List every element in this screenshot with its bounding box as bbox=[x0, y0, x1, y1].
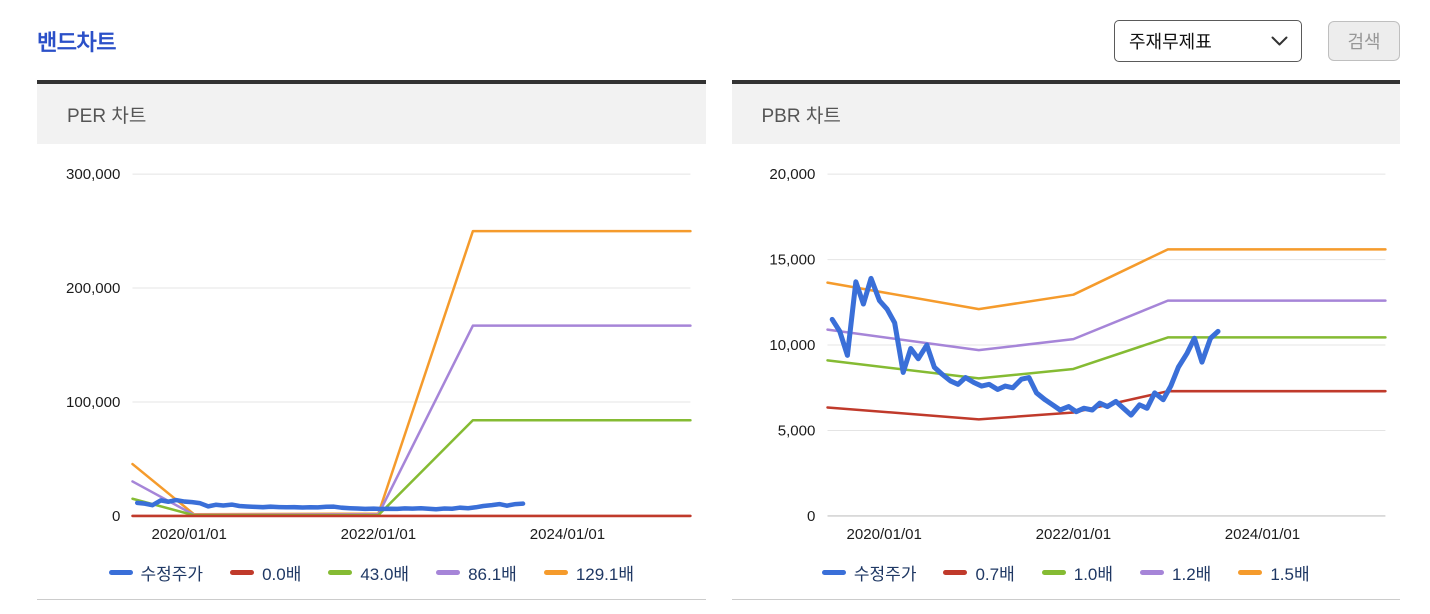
pbr-chart: 0 5,000 10,000 15,000 20,000 2020/01/01 2022/0… bbox=[769, 166, 1387, 543]
legend-swatch bbox=[1238, 570, 1263, 576]
charts-row: PER 차트 0 100,000 200,000 300,000 2020/01/01 2… bbox=[37, 80, 1401, 601]
legend-swatch bbox=[1140, 570, 1165, 576]
legend-item: 0.7배 bbox=[943, 560, 1015, 585]
legend-label: 1.0배 bbox=[1073, 565, 1114, 585]
legend-label: 86.1배 bbox=[468, 565, 517, 585]
series-line bbox=[825, 336, 1387, 380]
series-line bbox=[131, 229, 692, 516]
x-tick-label: 2024/01/01 bbox=[530, 526, 605, 543]
series-line bbox=[131, 418, 692, 517]
legend-item: 0.0배 bbox=[230, 560, 301, 585]
per-chart-title: PER 차트 bbox=[37, 84, 706, 144]
page-title: 밴드차트 bbox=[37, 30, 116, 55]
search-button[interactable]: 검색 bbox=[1328, 21, 1400, 61]
legend-item: 1.0배 bbox=[1041, 560, 1114, 585]
legend-swatch bbox=[328, 570, 353, 576]
legend-item: 1.2배 bbox=[1140, 560, 1211, 585]
x-tick-label: 2020/01/01 bbox=[152, 526, 227, 543]
pbr-chart-panel: PBR 차트 0 5,000 10,000 15,000 20,000 2020/01/0… bbox=[731, 80, 1401, 601]
legend-label: 1.5배 bbox=[1270, 565, 1310, 585]
y-tick-label: 0 bbox=[112, 508, 120, 525]
legend-label: 수정주가 bbox=[853, 565, 917, 585]
series-line bbox=[829, 275, 1221, 418]
legend-label: 0.0배 bbox=[262, 565, 302, 585]
legend-swatch bbox=[543, 570, 568, 576]
y-tick-label: 10,000 bbox=[769, 337, 815, 354]
legend-label: 129.1배 bbox=[575, 565, 634, 585]
legend-label: 43.0배 bbox=[360, 565, 410, 585]
chevron-down-icon bbox=[1271, 36, 1288, 45]
y-tick-label: 300,000 bbox=[66, 166, 120, 183]
series-line bbox=[825, 248, 1387, 311]
pbr-chart-legend: 수정주가 0.7배 1.0배 1.2배 1.5배 bbox=[732, 558, 1401, 599]
legend-label: 0.7배 bbox=[975, 565, 1015, 585]
legend-item: 수정주가 bbox=[108, 560, 204, 585]
y-tick-label: 5,000 bbox=[777, 423, 815, 440]
header-controls: 주재무제표 검색 bbox=[1114, 20, 1400, 62]
legend-item: 43.0배 bbox=[328, 560, 409, 585]
series-line bbox=[134, 497, 526, 512]
legend-swatch bbox=[108, 570, 133, 576]
statement-select-value: 주재무제표 bbox=[1129, 32, 1212, 52]
legend-item: 129.1배 bbox=[543, 560, 634, 585]
x-tick-label: 2022/01/01 bbox=[341, 526, 416, 543]
legend-swatch bbox=[1041, 570, 1066, 576]
legend-swatch bbox=[436, 570, 461, 576]
per-chart: 0 100,000 200,000 300,000 2020/01/01 2022/01/… bbox=[66, 166, 692, 543]
per-chart-legend: 수정주가 0.0배 43.0배 86.1배 129.1배 bbox=[37, 558, 706, 599]
y-tick-label: 200,000 bbox=[66, 280, 120, 297]
x-tick-label: 2022/01/01 bbox=[1035, 526, 1110, 543]
x-tick-label: 2020/01/01 bbox=[846, 526, 921, 543]
pbr-chart-title: PBR 차트 bbox=[731, 84, 1400, 144]
legend-item: 1.5배 bbox=[1238, 560, 1310, 585]
legend-item: 수정주가 bbox=[821, 560, 917, 585]
series-line bbox=[825, 299, 1387, 352]
legend-swatch bbox=[230, 570, 255, 576]
statement-select[interactable]: 주재무제표 bbox=[1114, 20, 1302, 62]
legend-label: 수정주가 bbox=[140, 565, 204, 585]
y-tick-label: 20,000 bbox=[769, 166, 815, 183]
y-tick-label: 15,000 bbox=[769, 252, 815, 269]
y-tick-label: 0 bbox=[807, 508, 815, 525]
topbar: 밴드차트 주재무제표 검색 bbox=[37, 12, 1400, 70]
y-tick-label: 100,000 bbox=[66, 394, 120, 411]
legend-item: 86.1배 bbox=[436, 560, 517, 585]
legend-label: 1.2배 bbox=[1172, 565, 1212, 585]
x-tick-label: 2024/01/01 bbox=[1224, 526, 1299, 543]
per-chart-panel: PER 차트 0 100,000 200,000 300,000 2020/01/01 2… bbox=[37, 80, 706, 601]
legend-swatch bbox=[943, 570, 968, 576]
legend-swatch bbox=[821, 570, 846, 576]
